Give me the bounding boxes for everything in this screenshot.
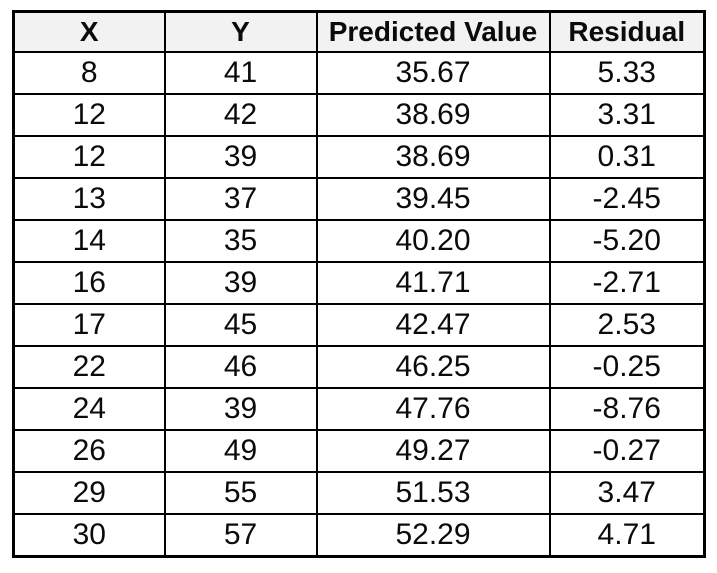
cell-x: 12 [12,93,166,137]
cell-residual: 3.31 [548,93,706,137]
cell-y: 35 [163,219,318,263]
cell-y: 57 [163,513,318,558]
cell-residual: 5.33 [548,51,706,95]
cell-y: 39 [163,135,318,179]
cell-predicted: 38.69 [315,135,551,179]
column-header-x: X [12,10,166,53]
cell-x: 30 [12,513,166,558]
cell-residual: -8.76 [548,387,706,431]
table-row: 12 42 38.69 3.31 [12,93,706,137]
cell-x: 8 [12,51,166,95]
table-row: 29 55 51.53 3.47 [12,471,706,515]
cell-predicted: 49.27 [315,429,551,473]
table-row: 26 49 49.27 -0.27 [12,429,706,473]
cell-x: 16 [12,261,166,305]
cell-y: 42 [163,93,318,137]
table-row: 13 37 39.45 -2.45 [12,177,706,221]
cell-y: 39 [163,261,318,305]
cell-residual: -0.25 [548,345,706,389]
table-row: 17 45 42.47 2.53 [12,303,706,347]
cell-residual: -2.71 [548,261,706,305]
cell-predicted: 52.29 [315,513,551,558]
cell-x: 26 [12,429,166,473]
residuals-table: X Y Predicted Value Residual 8 41 35.67 … [12,10,706,558]
table-row: 30 57 52.29 4.71 [12,513,706,558]
cell-y: 46 [163,345,318,389]
cell-y: 49 [163,429,318,473]
cell-predicted: 35.67 [315,51,551,95]
column-header-predicted: Predicted Value [315,10,551,53]
cell-y: 37 [163,177,318,221]
column-header-y: Y [163,10,318,53]
cell-x: 13 [12,177,166,221]
cell-residual: 2.53 [548,303,706,347]
cell-y: 41 [163,51,318,95]
cell-residual: -2.45 [548,177,706,221]
cell-x: 24 [12,387,166,431]
table-row: 8 41 35.67 5.33 [12,51,706,95]
cell-predicted: 51.53 [315,471,551,515]
cell-x: 22 [12,345,166,389]
cell-predicted: 47.76 [315,387,551,431]
column-header-residual: Residual [548,10,706,53]
cell-x: 29 [12,471,166,515]
table-row: 16 39 41.71 -2.71 [12,261,706,305]
cell-residual: -0.27 [548,429,706,473]
cell-x: 14 [12,219,166,263]
table-row: 22 46 46.25 -0.25 [12,345,706,389]
cell-predicted: 38.69 [315,93,551,137]
cell-residual: 3.47 [548,471,706,515]
cell-x: 12 [12,135,166,179]
cell-residual: 0.31 [548,135,706,179]
cell-predicted: 41.71 [315,261,551,305]
cell-predicted: 46.25 [315,345,551,389]
table-row: 14 35 40.20 -5.20 [12,219,706,263]
cell-y: 45 [163,303,318,347]
cell-y: 55 [163,471,318,515]
cell-predicted: 40.20 [315,219,551,263]
cell-residual: 4.71 [548,513,706,558]
cell-y: 39 [163,387,318,431]
cell-x: 17 [12,303,166,347]
table-row: 12 39 38.69 0.31 [12,135,706,179]
cell-residual: -5.20 [548,219,706,263]
cell-predicted: 39.45 [315,177,551,221]
cell-predicted: 42.47 [315,303,551,347]
header-row: X Y Predicted Value Residual [12,10,706,53]
table-row: 24 39 47.76 -8.76 [12,387,706,431]
